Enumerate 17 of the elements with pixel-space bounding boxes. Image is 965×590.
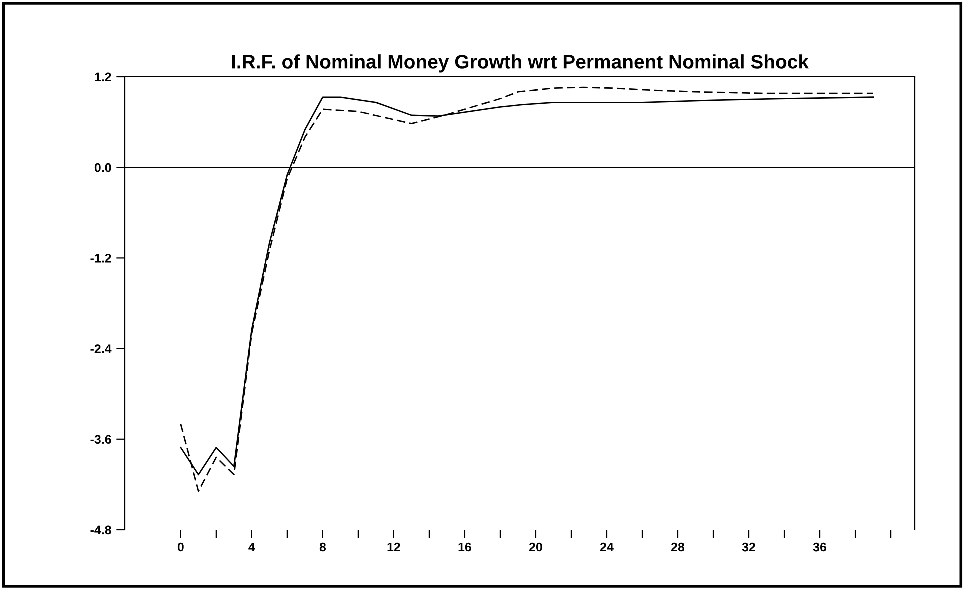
x-tick-label: 4 [248, 542, 256, 552]
y-tick-label: -1.2 [90, 254, 112, 263]
y-tick-label: -4.8 [90, 526, 112, 535]
chart-title: I.R.F. of Nominal Money Growth wrt Permanent Nominal Shock [232, 54, 810, 73]
y-tick-label: -2.4 [90, 344, 112, 354]
y-tick-label: 0.0 [94, 163, 112, 172]
x-tick-label: 20 [529, 542, 542, 552]
x-tick-label: 12 [388, 542, 400, 552]
x-tick-label: 8 [320, 542, 326, 552]
y-tick-label: 1.2 [95, 72, 112, 82]
y-tick-label: -3.6 [90, 435, 112, 444]
x-tick-label: 28 [671, 542, 685, 552]
x-tick-label: 16 [458, 542, 472, 552]
x-tick-label: 0 [178, 542, 184, 552]
x-tick-label: 32 [742, 542, 756, 552]
x-tick-label: 24 [600, 542, 614, 552]
x-tick-label: 36 [813, 542, 827, 552]
